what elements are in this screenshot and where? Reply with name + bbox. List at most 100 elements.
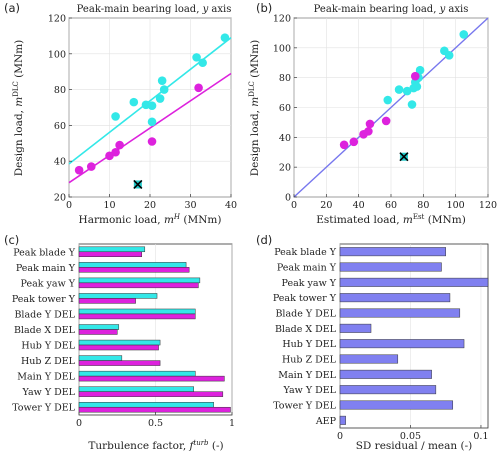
panel-b-label: (b) [256, 1, 272, 15]
y-tick-label: 80 [279, 73, 291, 84]
magenta-bar [78, 344, 159, 351]
bar_blue-bar [339, 369, 432, 379]
bar_blue-bar [339, 262, 442, 272]
category-label: Tower Y DEL [12, 403, 75, 414]
y-tick-label: 40 [279, 133, 291, 144]
cyan-data-point [444, 50, 454, 60]
x-tick-label: 1 [229, 418, 235, 429]
x-tick-label: 0 [337, 431, 343, 442]
magenta-bar [78, 391, 224, 397]
x-tick-label: 60 [385, 200, 397, 211]
x-tick-label: 0 [66, 200, 72, 211]
cyan-data-point [159, 85, 169, 94]
category-label: Peak main Y [16, 263, 76, 274]
magenta-bar [78, 282, 199, 289]
bar_blue-bar [339, 339, 465, 349]
cyan-bar [78, 370, 196, 377]
magenta-data-point [111, 147, 120, 157]
outlier-cross [133, 179, 143, 190]
cyan-bar [78, 355, 123, 361]
y-tick-label: 60 [54, 121, 66, 132]
cyan-bar [78, 246, 146, 253]
panel-b-marks [293, 17, 489, 198]
panel-b-ylabel: Design load, mDLC (MNm) [248, 40, 261, 177]
panel-d-ticks: 0 0.05 0.1 Peak blade Y Peak main Y Peak yaw … [273, 247, 489, 442]
panel-a-ylabel: Design load, mDLC (MNm) [12, 40, 25, 177]
cyan-bar [78, 308, 196, 315]
y-tick-label: 60 [279, 103, 291, 114]
y-tick-label: 40 [54, 157, 66, 168]
magenta-data-point [365, 119, 375, 129]
category-label: Hub Y DEL [21, 341, 75, 352]
y-tick-label: 20 [54, 193, 66, 204]
magenta-data-point [86, 162, 96, 171]
category-label: Peak tower Y [273, 293, 337, 304]
panel-c-xlabel: Turbulence factor, fturb (-) [88, 439, 223, 452]
cyan-data-point [407, 100, 417, 109]
x-tick-label: 120 [479, 200, 497, 211]
category-label: Peak yaw Y [282, 278, 337, 289]
cyan-data-point [192, 53, 201, 62]
cyan-bar [78, 324, 120, 330]
panel-d-marks [339, 244, 489, 428]
category-label: Yaw Y DEL [21, 387, 75, 398]
x-tick-label: 30 [184, 200, 196, 211]
cyan-data-point [198, 58, 207, 68]
y-tick-label: 80 [54, 85, 66, 96]
cyan-data-point [402, 86, 412, 96]
cyan-data-point [147, 101, 157, 111]
panel-b: (b) Peak-main bearing load, y axis 0 20 40… [248, 1, 497, 226]
magenta-bar [78, 329, 118, 335]
category-label: Main Y DEL [17, 372, 75, 383]
category-label: Peak blade Y [13, 247, 76, 258]
magenta-bar [78, 406, 231, 413]
bar_blue-bar [339, 385, 437, 395]
category-label: Blade Y DEL [14, 309, 75, 320]
x-tick-label: 0.1 [473, 431, 488, 442]
identity-line [293, 17, 489, 198]
panel-d-frame [339, 243, 489, 429]
magenta-bar [78, 251, 142, 257]
cyan-bar [78, 262, 187, 268]
category-label: Tower Y DEL [273, 401, 336, 412]
x-tick-label: 10 [103, 200, 115, 211]
y-tick-label: 20 [279, 163, 291, 174]
magenta-bar [78, 298, 136, 304]
cyan-data-point [412, 82, 422, 91]
category-label: Blade Y DEL [275, 309, 336, 320]
cyan-bar [78, 386, 194, 392]
cyan-data-point [147, 117, 157, 127]
magenta-data-point [364, 127, 373, 136]
cyan-bar [78, 293, 158, 299]
cyan-data-point [415, 65, 425, 75]
bar_blue-bar [339, 354, 399, 364]
magenta-data-point [349, 137, 359, 147]
cyan-data-point [155, 94, 165, 103]
x-tick-label: 20 [144, 200, 156, 211]
category-label: Peak yaw Y [21, 278, 76, 289]
x-tick-label: 20 [320, 200, 332, 211]
category-label: Main Y DEL [278, 370, 336, 381]
panel-a-ticks: 0 10 20 30 40 20 40 60 80 100 120 [48, 14, 237, 212]
cyan-data-point [383, 95, 393, 105]
panel-d: (d) 0 0.05 0.1 Peak blade Y Peak main Y Peak … [256, 233, 489, 452]
cyan-data-point [129, 97, 139, 107]
bar_blue-bar [339, 400, 454, 410]
category-label: Peak main Y [277, 263, 337, 274]
category-label: AEP [315, 416, 337, 427]
cyan-data-point [220, 33, 230, 42]
magenta-data-point [115, 140, 124, 150]
cyan-bar [78, 277, 201, 284]
panel-a: (a) Peak-main bearing load, y axis 0 10 20… [4, 1, 237, 226]
y-tick-label: 0 [285, 193, 291, 204]
magenta-data-point [74, 165, 84, 175]
panel-a-label: (a) [4, 1, 20, 15]
x-tick-label: 40 [225, 200, 237, 211]
cyan-data-point [394, 85, 404, 94]
magenta-data-point [147, 137, 157, 146]
y-tick-label: 100 [273, 43, 291, 54]
magenta-bar [78, 360, 161, 366]
magenta-data-point [381, 116, 391, 126]
panel-b-title: Peak-main bearing load, y axis [314, 4, 469, 15]
magenta-bar [78, 375, 225, 382]
